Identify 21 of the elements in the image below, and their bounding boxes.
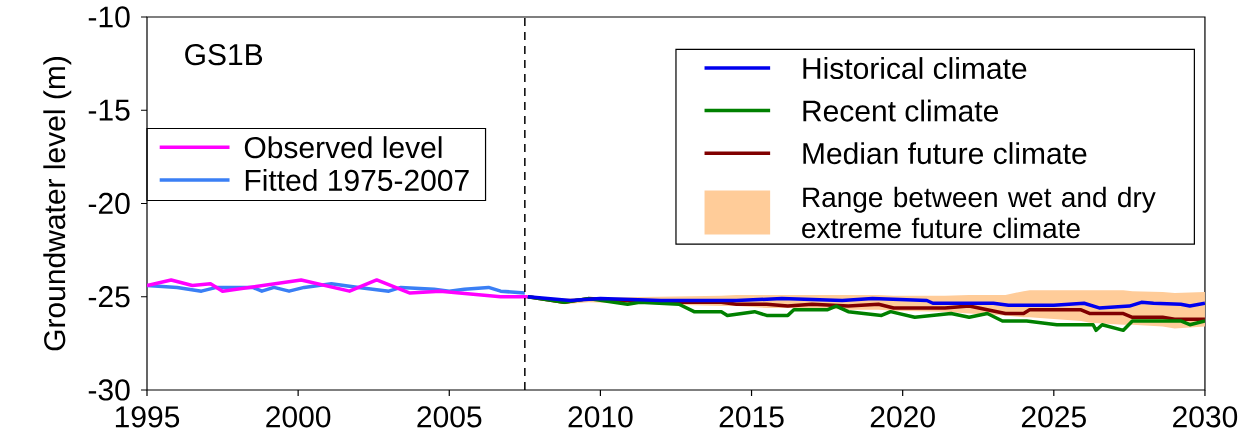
legend-label: Historical climate xyxy=(803,57,1027,80)
y-tick-label: -25 xyxy=(88,286,130,308)
legend-label: Observed level xyxy=(244,136,442,159)
annotation: GS1B xyxy=(185,43,263,66)
x-tick-label: 2025 xyxy=(1021,406,1086,428)
y-tick-label: -10 xyxy=(88,6,130,28)
x-tick-label: 2005 xyxy=(417,406,482,428)
x-tick-label: 2000 xyxy=(266,406,331,428)
y-axis-title: Groundwater level (m) xyxy=(43,57,72,351)
y-tick-label: -20 xyxy=(88,192,130,215)
x-tick-label: 1995 xyxy=(115,406,180,428)
y-tick-label: -15 xyxy=(88,99,130,121)
x-tick-label: 2010 xyxy=(568,406,633,428)
legend-label: Recent climate xyxy=(803,99,998,122)
legend-label: Median future climate xyxy=(803,142,1087,165)
x-tick-label: 2020 xyxy=(870,406,935,428)
x-tick-label: 2015 xyxy=(719,406,784,428)
y-tick-label: -30 xyxy=(88,379,130,401)
legend-label: Fitted 1975-2007 xyxy=(245,168,469,192)
x-tick-label: 2030 xyxy=(1173,406,1238,428)
annotation: Range between wet and dry extreme future climate xyxy=(802,186,1156,239)
